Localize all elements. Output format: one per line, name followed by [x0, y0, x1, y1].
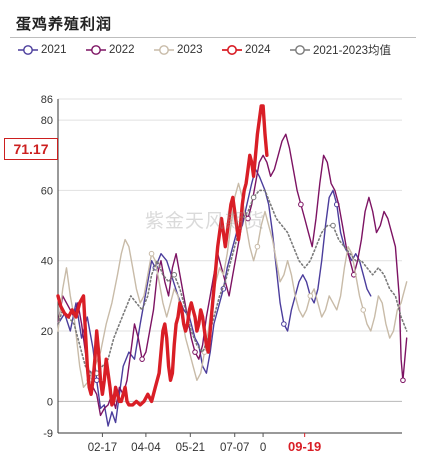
series-point-s2022: [400, 377, 406, 384]
legend-item-2021[interactable]: 2021: [18, 42, 67, 58]
y-tick-label: 0: [47, 396, 53, 408]
legend: 2021 2022 2023 2024 2021-2023均值: [0, 42, 428, 58]
series-point-s2023: [148, 250, 155, 257]
series-line-avg: [57, 189, 408, 375]
series-point-s2022: [298, 201, 304, 208]
chart-title: 蛋鸡养殖利润: [16, 17, 113, 33]
series-point-s2022: [139, 356, 145, 362]
legend-marker-2021: [18, 45, 38, 55]
legend-item-2023[interactable]: 2023: [154, 42, 203, 58]
x-tick-label: 0: [260, 442, 266, 454]
series-line-s2021: [57, 168, 372, 427]
series-point-s2023: [307, 293, 314, 299]
y-tick-label: -9: [43, 428, 53, 440]
title-divider: [10, 37, 416, 38]
legend-item-avg[interactable]: 2021-2023均值: [290, 42, 391, 58]
series-point-s2022: [192, 349, 198, 355]
y-tick-label: 60: [41, 185, 53, 197]
x-tick-label: 05-21: [176, 442, 205, 454]
legend-marker-2024: [222, 45, 242, 55]
series-point-avg: [250, 194, 257, 201]
x-tick-label: 02-17: [88, 442, 117, 454]
legend-marker-2023: [154, 45, 174, 55]
current-value-badge: 71.17: [4, 138, 58, 160]
legend-marker-2022: [86, 45, 106, 55]
legend-item-2022[interactable]: 2022: [86, 42, 135, 58]
legend-marker-avg: [290, 45, 310, 55]
series-line-s2022: [57, 133, 408, 417]
series-line-s2024: [56, 104, 269, 407]
x-tick-label: 04-04: [131, 442, 161, 454]
series-point-s2021: [93, 377, 100, 384]
y-tick-label: 80: [41, 115, 53, 127]
series-point-avg: [171, 271, 178, 278]
legend-label-2024: 2024: [245, 44, 271, 56]
x-tick-label: 09-19: [288, 439, 321, 454]
watermark: 紫金天风期货: [145, 210, 266, 232]
y-tick-label: 86: [41, 94, 53, 106]
legend-item-2024[interactable]: 2024: [222, 42, 271, 58]
legend-label-2021: 2021: [41, 44, 67, 56]
series-point-s2021: [281, 321, 287, 327]
y-tick-label: 40: [41, 256, 53, 268]
legend-label-2023: 2023: [177, 44, 203, 56]
series-point-s2023: [360, 307, 367, 313]
y-tick-label: 20: [41, 326, 53, 338]
legend-label-avg: 2021-2023均值: [313, 45, 391, 57]
series-point-avg: [330, 222, 336, 229]
x-tick-label: 07-07: [220, 442, 249, 454]
series-point-s2023: [254, 243, 261, 250]
legend-label-2022: 2022: [109, 44, 135, 56]
